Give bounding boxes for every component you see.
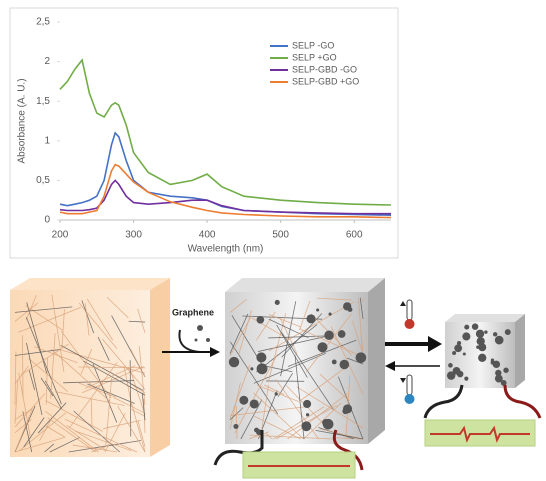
x-tick-label: 300 [125,230,142,241]
flake [332,360,337,365]
flake [462,332,470,340]
flake [316,309,319,312]
flake [250,399,259,408]
cube-top [225,278,385,292]
flake [275,300,280,305]
flake [476,330,484,338]
x-tick-label: 500 [272,230,289,241]
wire [425,385,462,418]
thermometer [407,375,412,395]
flake [306,314,315,323]
flake [495,336,504,345]
flake [491,358,494,361]
flake [229,357,239,367]
flake [306,413,309,416]
y-tick-label: 1 [44,135,50,146]
flake [503,368,508,373]
wire [505,385,540,418]
flake [356,352,367,363]
flake [343,302,351,310]
flake [457,371,464,378]
cube-front [10,290,150,457]
flake [493,361,500,368]
graphene-dot [206,338,210,342]
y-axis-label: Absorbance (A. U.) [17,78,28,163]
diagram: Graphene [10,278,540,478]
flake [340,360,350,370]
flake [323,419,334,430]
flake [495,370,501,376]
x-tick-label: 600 [346,230,363,241]
thermometer-bulb [405,319,415,329]
arrowhead [210,347,220,357]
cube-top [10,278,170,290]
y-tick-label: 2,5 [36,17,50,28]
up-arrow [400,301,406,306]
cube-top [445,314,525,322]
x-tick-label: 400 [199,230,216,241]
flake [275,392,278,395]
flake [478,354,486,362]
flake [303,400,311,408]
flake [329,313,332,316]
flake [501,380,507,386]
legend-label: SELP-GBD -GO [292,64,357,74]
flake [317,342,327,352]
flake [505,329,511,335]
arrowhead [428,336,442,352]
graphene-dot [197,325,203,331]
y-tick-label: 0 [44,215,50,226]
flake [493,332,497,336]
flake [257,363,268,374]
flake [256,352,266,362]
legend-label: SELP +GO [292,52,337,62]
flake [324,330,333,339]
flake [257,316,265,324]
cube-side [515,314,525,388]
y-tick-label: 1,5 [36,96,50,107]
flake [343,404,352,413]
fiber [130,360,131,436]
flake [484,330,487,333]
flake [250,367,253,370]
figure: 0 0,5 1 1,5 2 2,5 200 300 400 500 600 Wavelength (n… [0,0,546,481]
flake [454,344,462,352]
cube-side [150,278,170,457]
flake [233,424,238,429]
flake [478,343,486,351]
flake [452,351,456,355]
x-axis-label: Wavelength (nm) [188,244,264,255]
legend-label: SELP-GBD +GO [292,76,359,86]
arrowhead [385,361,395,371]
flake [463,352,466,355]
graphene-dot [195,339,198,342]
graphene-label: Graphene [172,307,214,317]
flake [239,396,248,405]
legend-label: SELP -GO [292,40,334,50]
flake [301,421,311,431]
cube-side [368,278,385,444]
down-arrow [400,378,406,383]
flake [338,330,346,338]
flake [464,325,469,330]
y-tick-label: 0,5 [36,175,50,186]
flake [464,377,468,381]
x-tick-label: 200 [52,230,69,241]
y-tick-label: 2 [44,56,50,67]
flake [448,363,453,368]
thermometer [407,300,412,320]
thermometer-bulb [405,394,415,404]
flake [472,323,478,329]
